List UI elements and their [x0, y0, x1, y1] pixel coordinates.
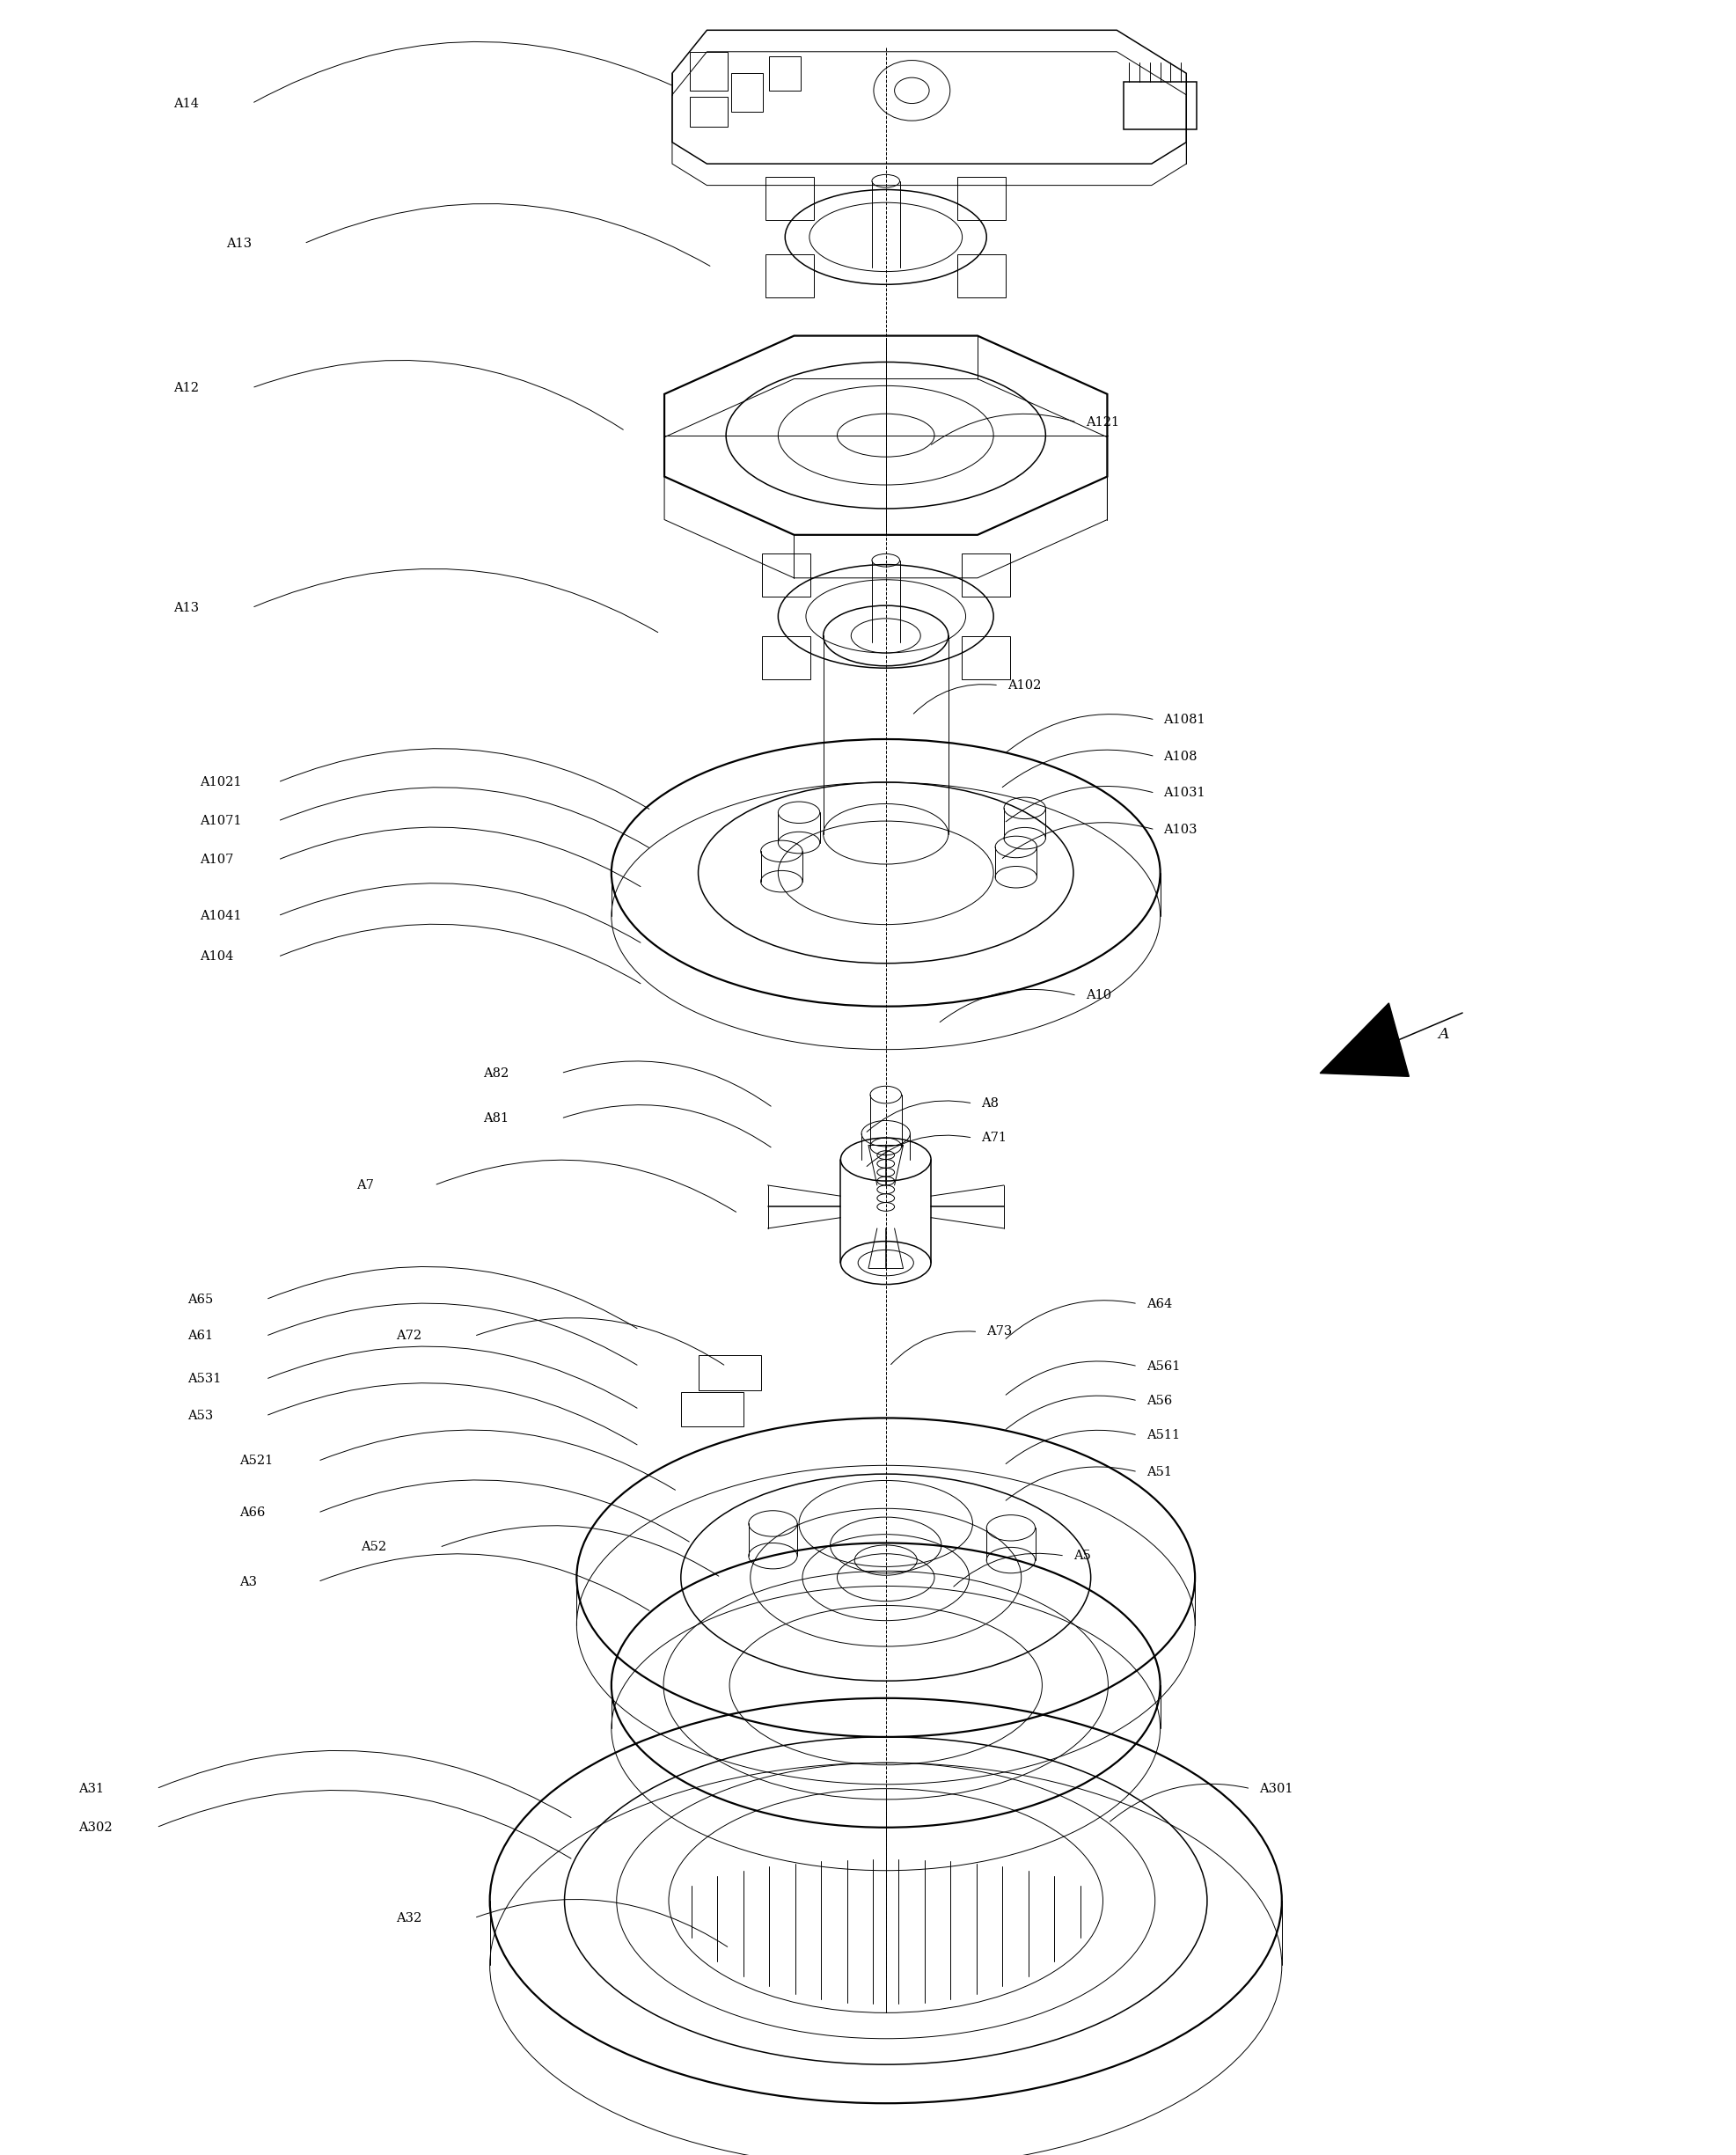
Text: A107: A107	[200, 853, 233, 866]
Bar	[1123, 82, 1196, 129]
Text: A521: A521	[240, 1455, 273, 1468]
Text: A71: A71	[981, 1131, 1007, 1144]
Text: A1021: A1021	[200, 776, 241, 789]
Bar	[762, 554, 811, 597]
Text: A531: A531	[187, 1373, 220, 1386]
Bar	[769, 56, 800, 91]
Text: A102: A102	[1007, 679, 1040, 692]
Text: A14: A14	[174, 97, 200, 110]
Text: A10: A10	[1085, 989, 1111, 1002]
Text: A72: A72	[396, 1330, 422, 1343]
Text: A73: A73	[986, 1325, 1012, 1338]
Text: A13: A13	[226, 237, 252, 250]
Text: A1041: A1041	[200, 909, 241, 922]
Text: A1081: A1081	[1163, 713, 1205, 726]
Text: A561: A561	[1146, 1360, 1179, 1373]
Bar	[762, 636, 811, 679]
Bar	[957, 254, 1005, 297]
Text: A53: A53	[187, 1409, 214, 1422]
Text: A66: A66	[240, 1506, 266, 1519]
Text: A3: A3	[240, 1575, 257, 1588]
Text: A: A	[1437, 1028, 1448, 1041]
Text: A65: A65	[187, 1293, 214, 1306]
Text: A301: A301	[1259, 1782, 1293, 1795]
Text: A82: A82	[483, 1067, 509, 1080]
Text: A302: A302	[78, 1821, 113, 1834]
Bar	[698, 1355, 760, 1390]
Bar	[960, 554, 1009, 597]
Bar	[766, 254, 814, 297]
Text: A52: A52	[361, 1541, 387, 1554]
Text: A7: A7	[356, 1179, 373, 1192]
Text: A13: A13	[174, 601, 200, 614]
Text: A81: A81	[483, 1112, 509, 1125]
Text: A5: A5	[1073, 1549, 1090, 1562]
Text: A121: A121	[1085, 416, 1118, 429]
Text: A12: A12	[174, 381, 200, 394]
Bar	[689, 97, 727, 127]
Text: A1071: A1071	[200, 815, 241, 828]
Bar	[960, 636, 1009, 679]
Text: A32: A32	[396, 1911, 422, 1924]
Text: A511: A511	[1146, 1429, 1179, 1442]
Text: A61: A61	[187, 1330, 214, 1343]
Text: A103: A103	[1163, 823, 1198, 836]
Bar	[681, 1392, 743, 1427]
Text: A31: A31	[78, 1782, 104, 1795]
Text: A56: A56	[1146, 1394, 1172, 1407]
Text: A108: A108	[1163, 750, 1198, 763]
Text: A1031: A1031	[1163, 787, 1205, 800]
Text: A8: A8	[981, 1097, 998, 1110]
Bar	[957, 177, 1005, 220]
Text: A104: A104	[200, 950, 233, 963]
Bar	[766, 177, 814, 220]
Text: A64: A64	[1146, 1297, 1172, 1310]
Bar	[731, 73, 762, 112]
Text: A51: A51	[1146, 1465, 1172, 1478]
Polygon shape	[1319, 1002, 1408, 1078]
Bar	[689, 52, 727, 91]
